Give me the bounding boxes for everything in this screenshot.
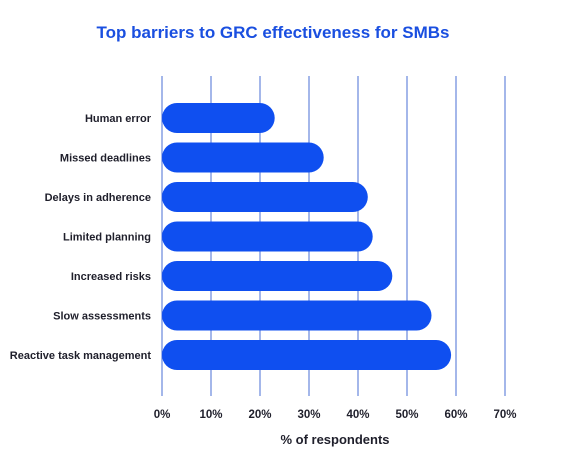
category-label: Delays in adherence	[45, 192, 151, 204]
bar	[162, 300, 432, 331]
x-tick-label: 30%	[297, 409, 320, 421]
x-tick-label: 20%	[248, 409, 271, 421]
x-axis-title: % of respondents	[280, 432, 389, 447]
bar	[162, 221, 373, 252]
bar	[162, 182, 368, 212]
category-label: Human error	[85, 113, 152, 125]
bar	[162, 340, 452, 370]
category-label: Reactive task management	[10, 350, 152, 362]
bars	[162, 103, 452, 370]
category-label: Slow assessments	[53, 311, 151, 323]
bar	[162, 103, 275, 133]
x-tick-labels: 0% 10% 20% 30% 40% 50% 60% 70%	[154, 409, 517, 421]
x-tick-label: 0%	[154, 409, 171, 421]
x-tick-label: 70%	[493, 409, 516, 421]
category-label: Increased risks	[71, 271, 151, 283]
category-label: Missed deadlines	[60, 153, 151, 165]
x-tick-label: 50%	[395, 409, 418, 421]
bar	[162, 261, 393, 291]
chart-title: Top barriers to GRC effectiveness for SM…	[97, 23, 450, 42]
x-tick-label: 10%	[199, 409, 222, 421]
x-tick-label: 40%	[346, 409, 369, 421]
category-label: Limited planning	[63, 232, 151, 244]
bar	[162, 142, 324, 173]
x-tick-label: 60%	[444, 409, 467, 421]
category-labels: Human error Missed deadlines Delays in adh…	[10, 113, 152, 362]
